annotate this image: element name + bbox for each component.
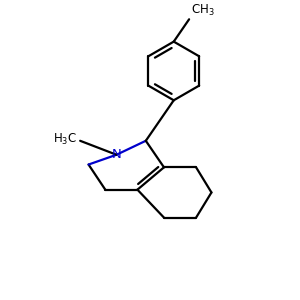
Text: CH$_3$: CH$_3$	[190, 3, 214, 18]
Text: N: N	[112, 148, 122, 161]
Text: H$_3$C: H$_3$C	[53, 132, 77, 147]
